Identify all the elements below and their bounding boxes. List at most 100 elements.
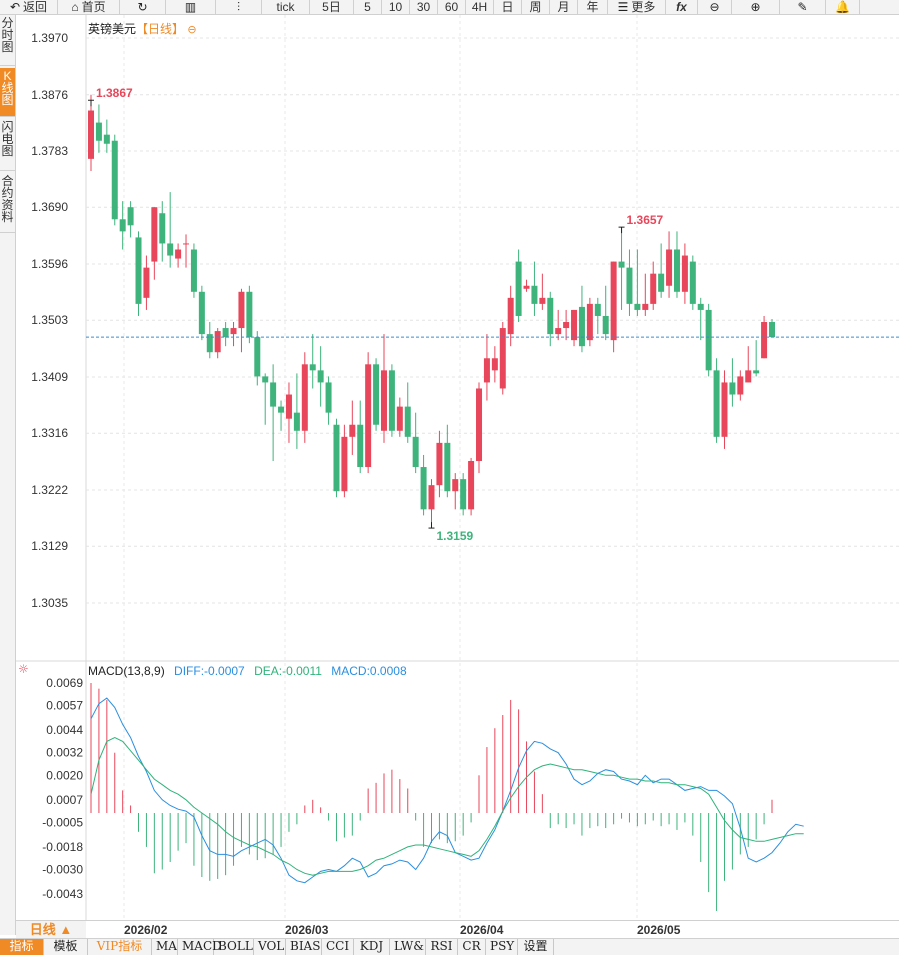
toolbar-label: 4H [471, 0, 488, 14]
candle-body [555, 328, 562, 335]
toolbar-item-refresh[interactable]: ↻ [120, 0, 166, 15]
macd-tick: -0.0030 [42, 863, 83, 877]
sidebar-tab-0[interactable]: 分时图 [0, 15, 15, 66]
toolbar-item-zoom-out[interactable]: ⊖ [698, 0, 732, 15]
toolbar-item-60[interactable]: 60 [438, 0, 466, 15]
toolbar-item-月[interactable]: 月 [550, 0, 578, 15]
candle-body [697, 303, 704, 310]
candle-body [531, 285, 538, 304]
toolbar-item-首页[interactable]: ⌂ 首页 [58, 0, 120, 15]
candle-body [594, 303, 601, 316]
bottom-tab-vol[interactable]: VOL [254, 939, 286, 955]
candle-body [452, 479, 459, 492]
refresh-icon: ↻ [137, 0, 148, 14]
candle-body [206, 334, 213, 353]
toolbar-label: 日 [501, 0, 514, 14]
bottom-tab-模板[interactable]: 模板 [44, 939, 88, 955]
candle-body [610, 261, 617, 341]
toolbar-item-tick[interactable]: tick [262, 0, 310, 15]
toolbar-item-fx[interactable]: fx [666, 0, 698, 15]
toolbar-item-bar-chart[interactable]: ▥ [166, 0, 216, 15]
bottom-tab-cr[interactable]: CR [458, 939, 486, 955]
candle-body [689, 261, 696, 304]
bottom-tab-boll[interactable]: BOLL [214, 939, 254, 955]
candle-body [602, 315, 609, 335]
menu-icon: ☰ [617, 0, 629, 14]
candlestick-icon: ⫶ [236, 0, 240, 14]
toolbar-item-10[interactable]: 10 [382, 0, 410, 15]
sidebar-tab-2[interactable]: 闪电图 [0, 119, 15, 171]
candle-body [729, 382, 736, 395]
toolbar-item-4H[interactable]: 4H [466, 0, 494, 15]
candle-body [151, 207, 158, 262]
bottom-tab-psy[interactable]: PSY [486, 939, 518, 955]
bottom-tab-ma[interactable]: MA [152, 939, 178, 955]
candle-body [365, 364, 372, 468]
macd-legend: MACD(13,8,9) DIFF:-0.0007 DEA:-0.0011 MA… [88, 664, 413, 678]
bottom-tab-lw&[interactable]: LW& [390, 939, 426, 955]
toolbar-item-candlestick[interactable]: ⫶ [216, 0, 262, 15]
x-axis-label: 2026/03 [285, 923, 329, 937]
toolbar-item-zoom-in[interactable]: ⊕ [732, 0, 780, 15]
candle-body [650, 273, 657, 304]
candle-body [753, 370, 760, 374]
candle-body [159, 213, 166, 244]
bottom-tab-cci[interactable]: CCI [322, 939, 354, 955]
candle-body [483, 358, 490, 383]
macd-tick: -0.0005 [42, 815, 83, 829]
macd-tick: 0.0057 [46, 699, 83, 713]
chart-area[interactable]: 1.3970 1.3876 1.3783 1.3690 1.3596 1.3503 1.34… [16, 15, 899, 920]
bottom-tab-设置[interactable]: 设置 [518, 939, 554, 955]
candle-body [254, 337, 261, 377]
bottom-tab-vip指标[interactable]: VIP指标 [88, 939, 152, 955]
toolbar-item-周[interactable]: 周 [522, 0, 550, 15]
candle-body [111, 140, 118, 220]
sun-settings-icon[interactable]: ☼ [18, 662, 29, 676]
bottom-tab-bias[interactable]: BIAS [286, 939, 322, 955]
candle-body [578, 306, 585, 347]
period-button[interactable]: 日线 ▲ [16, 920, 86, 938]
macd-dea: DEA:-0.0011 [254, 664, 322, 678]
bottom-tab-kdj[interactable]: KDJ [354, 939, 390, 955]
candle-body [349, 424, 356, 437]
toolbar-item-日[interactable]: 日 [494, 0, 522, 15]
macd-tick: 0.0032 [46, 746, 83, 760]
candle-body [713, 370, 720, 437]
candle-body [270, 382, 277, 407]
toolbar-item-返回[interactable]: ↶ 返回 [0, 0, 58, 15]
price-tick: 1.3596 [31, 257, 68, 271]
bottom-tabs: 指标 模板 VIP指标 MA MACD BOLL VOL BIAS CCI KDJ LW& RSI CR… [0, 938, 899, 955]
sidebar-tab-3[interactable]: 合约资料 [0, 173, 15, 233]
toolbar-item-5[interactable]: 5 [354, 0, 382, 15]
toolbar-item-pen[interactable]: ✎ [780, 0, 826, 15]
x-axis-label: 2026/04 [460, 923, 504, 937]
price-tick: 1.3970 [31, 31, 68, 45]
bottom-tab-rsi[interactable]: RSI [426, 939, 458, 955]
macd-tick: 0.0044 [46, 723, 83, 737]
toolbar-label: 10 [388, 0, 403, 14]
candle-body [341, 436, 348, 492]
candle-body [420, 467, 427, 510]
bottom-tab-指标[interactable]: 指标 [0, 939, 44, 955]
candle-body [214, 331, 221, 353]
toolbar-label: 更多 [631, 0, 656, 14]
macd-tick: 0.0020 [46, 768, 83, 782]
candle-body [721, 382, 728, 437]
toolbar-item-5日[interactable]: 5日 [310, 0, 354, 15]
toolbar-item-更多[interactable]: ☰ 更多 [608, 0, 666, 15]
bottom-tab-macd[interactable]: MACD [178, 939, 222, 955]
toolbar-item-bell[interactable]: 🔔 [826, 0, 860, 15]
chart-title: 英镑美元【日线】 ⊖ [88, 20, 197, 37]
toolbar-item-30[interactable]: 30 [410, 0, 438, 15]
extreme-label: 1.3657 [627, 213, 664, 227]
macd-tick: -0.0043 [42, 887, 83, 901]
candle-body [143, 267, 150, 298]
toolbar-label: 返回 [23, 0, 48, 14]
circle-minus-icon[interactable]: ⊖ [187, 24, 197, 36]
toolbar-label: 年 [586, 0, 599, 14]
toolbar-item-年[interactable]: 年 [578, 0, 608, 15]
candle-body [642, 303, 649, 310]
candle-body [626, 267, 633, 304]
candle-body [262, 376, 269, 383]
